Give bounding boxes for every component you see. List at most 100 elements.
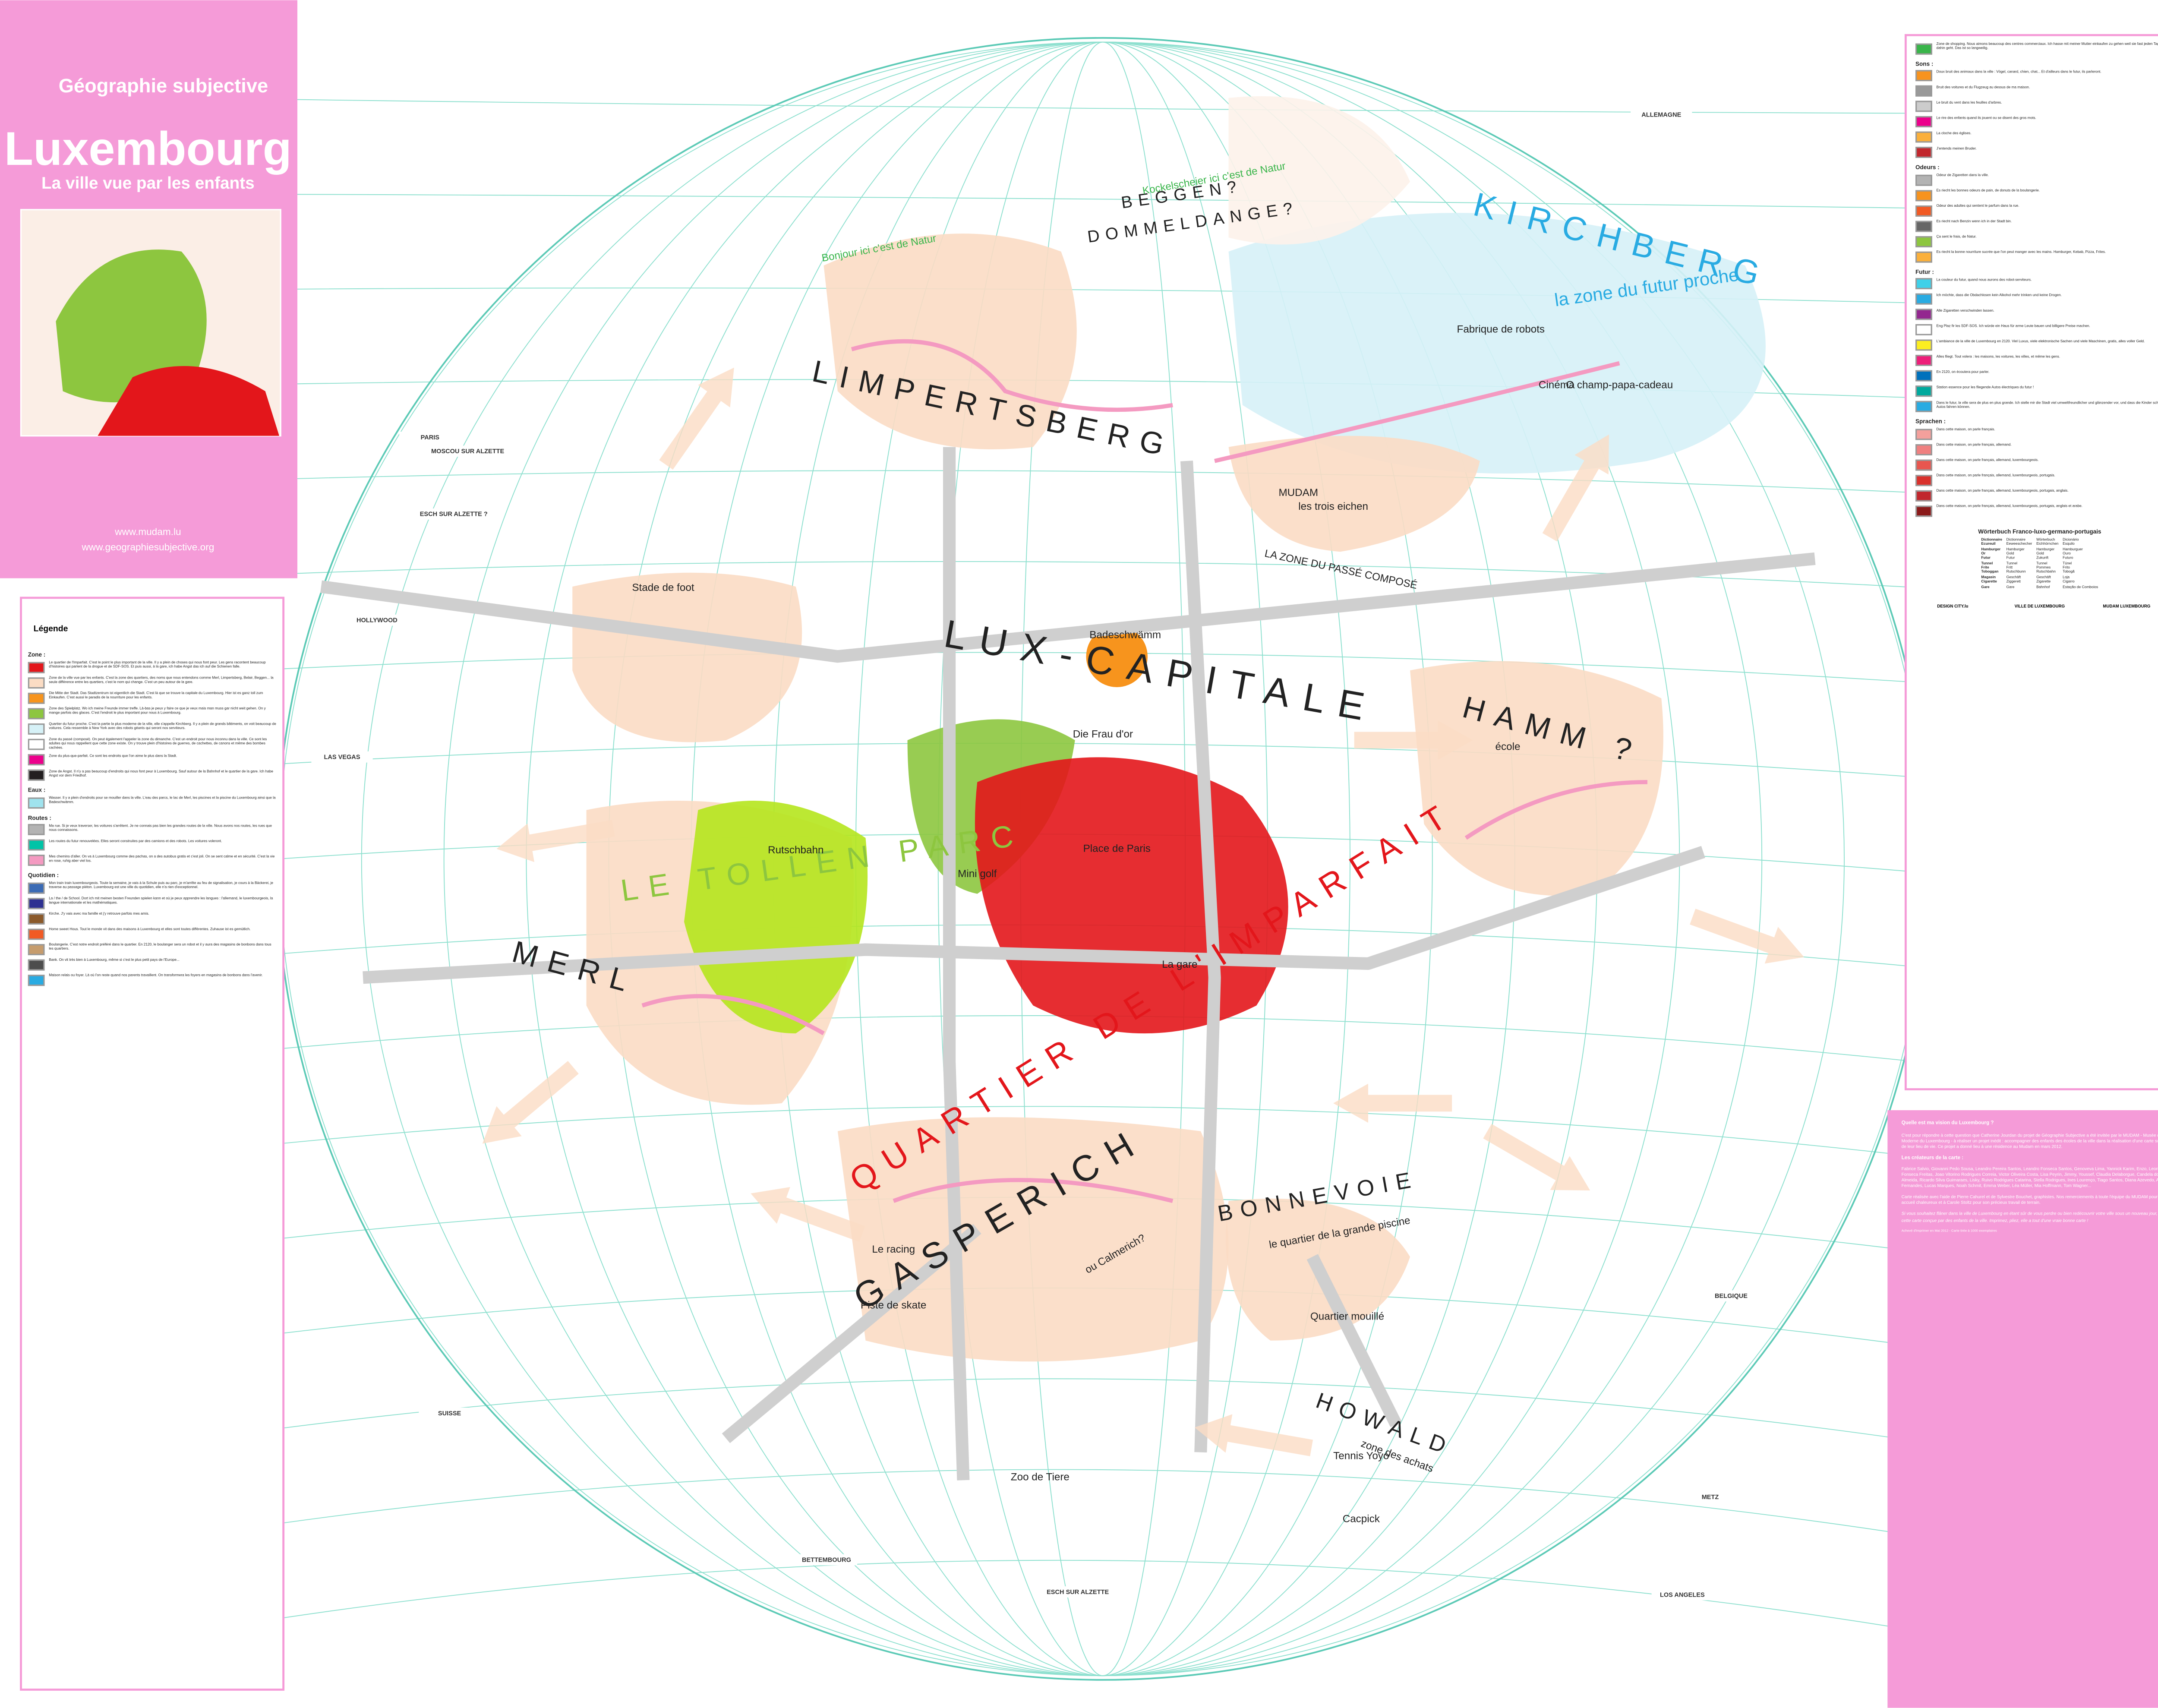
legend-text: En 2120, on écoutera pour parler. (1936, 369, 1990, 374)
flow-arrow (1690, 909, 1805, 964)
dictionary-cell: Estação de Comboios (2063, 584, 2098, 589)
edge-label: LOS ANGELES (1660, 1591, 1705, 1598)
dictionary-cell: Or (1981, 551, 1986, 556)
place-label: Mini golf (958, 868, 997, 880)
legend-swatch (28, 898, 45, 909)
edge-sign (423, 508, 485, 520)
dictionary-cell: Dicionário (2063, 537, 2079, 542)
dictionary-cell: Gare (2006, 584, 2015, 589)
legend-item: En 2120, on écoutera pour parler. (1915, 369, 2158, 382)
flow-arrow (1483, 1124, 1590, 1191)
zone-beggen (1228, 96, 1410, 245)
edge-sign (419, 1408, 480, 1419)
place-label: Place de Paris (1083, 843, 1151, 855)
legend-item: Le quartier de l'Imparfait. C'est le poi… (28, 660, 277, 673)
legend-item: La / the / de School. Dort ich mit meine… (28, 897, 277, 909)
dictionary-cell: Zukunft (2036, 556, 2049, 561)
legend-text: Alles fliegt. Tout volera : les maisons,… (1936, 354, 2060, 359)
edge-label: ESCH SUR ALZETTE ? (420, 511, 488, 518)
legend-content: Légende Zone : Le quartier de l'Imparfait.… (28, 615, 277, 1683)
legend-text: Mes chemins d'aller. On va à Luxembourg … (49, 854, 275, 863)
edge-label: ESCH SUR ALZETTE (1047, 1589, 1109, 1596)
legend-item: Quartier du futur proche. C'est la parti… (28, 722, 277, 734)
legend-item: La couleur du futur, quand nous aurons d… (1915, 278, 2158, 290)
place-label: Zoo de Tiere (1011, 1471, 1070, 1483)
dictionary-table: Dictionnaire Dictionnaire Wörterbuch Dicion… (1979, 537, 2101, 589)
edge-sign (1651, 1589, 1713, 1601)
edge-label: PARIS (421, 434, 440, 441)
favorite-path (1464, 780, 1647, 840)
edge-sign (311, 751, 373, 763)
legend-item: Doux bruit des animaux dans la ville : V… (1915, 69, 2158, 82)
favorite-path (893, 1178, 1174, 1203)
header-city: Luxembourg (4, 122, 292, 175)
info-content: Quelle est ma vision du Luxembourg ? C'e… (1902, 1120, 2158, 1704)
parallel (279, 194, 1927, 209)
key-content: Zone de shopping. Nous aimons beaucoup d… (1915, 42, 2158, 1083)
legend-item: Station essence pour les fliegende Autos… (1915, 385, 2158, 397)
flow-arrow (482, 1061, 579, 1144)
dictionary-cell: Hamburger (2036, 547, 2055, 551)
section-heading: Eaux : (28, 786, 46, 794)
dictionary-cell: Futur (1981, 556, 1991, 561)
legend-item: Es riecht les bonnes odeurs de pain, de … (1915, 189, 2158, 201)
logos: DESIGN CITY.lu VILLE DE LUXEMBOURG MUDAM L… (1915, 603, 2158, 609)
legend-swatch (28, 738, 45, 749)
legend-swatch (28, 944, 45, 955)
road (722, 1224, 981, 1443)
legend-text: Dans le futur, la ville sera de plus en … (1936, 400, 2158, 409)
dictionary-cell: Rutschbahn (2036, 570, 2056, 575)
dictionary-cell: Tobogã (2063, 570, 2075, 575)
dictionary-cell: Loja (2063, 575, 2070, 580)
legend-swatch (28, 840, 45, 851)
edge-sign (1700, 1290, 1762, 1302)
parallel (279, 470, 1927, 494)
legend-item: Mes chemins d'aller. On va à Luxembourg … (28, 854, 277, 867)
edge-label: METZ (1702, 1494, 1719, 1501)
legend-text: Zone des Spielplatz. Wo ich meine Freund… (49, 707, 266, 715)
flow-arrow (1354, 720, 1473, 760)
place-label: les trois eichen (1298, 501, 1368, 512)
legend-text: Dans cette maison, on parle français, al… (1936, 458, 2039, 463)
edge-sign (399, 432, 461, 443)
info-intro: C'est pour répondre à cette question que… (1901, 1132, 2158, 1149)
legend-title: Légende (33, 625, 68, 635)
place-label: Rutschbahn (768, 844, 823, 856)
legend-swatch (1915, 147, 1932, 158)
dictionary-cell: Futur (2006, 556, 2015, 561)
dictionary-cell: Ziggerett (2006, 580, 2021, 584)
legend-text: Zone du passé (composé). On peut égaleme… (49, 737, 267, 750)
legend-swatch (1915, 174, 1932, 186)
dictionary-row: Dictionnaire Dictionnaire Wörterbuch Dicion… (1979, 537, 2101, 542)
dictionary-cell: Futuro (2063, 556, 2073, 561)
dictionary-cell: Geschäft (2036, 575, 2051, 580)
legend-item: Odeur de Zigaretten dans la ville. (1915, 174, 2158, 186)
info-closing: Si vous souhaitez flâner dans la ville d… (1901, 1211, 2158, 1223)
legend-item: Eng Plaz fir les SDF-SOS. Ich würde ein … (1915, 324, 2158, 336)
legend-text: Le rire des enfants quand ils jouent ou … (1936, 115, 2036, 120)
legend-swatch (1915, 294, 1932, 305)
legend-swatch (28, 692, 45, 704)
flow-arrow (1194, 1414, 1313, 1456)
zone-belair (572, 572, 802, 742)
dictionary-cell: Fritt (2006, 565, 2013, 570)
logo: VILLE DE LUXEMBOURG (2014, 603, 2065, 609)
dictionary-cell: Hamburger (1981, 547, 2001, 551)
dictionary-cell: Cigarette (1981, 580, 1997, 584)
dictionary-cell: Hamburguer (2063, 547, 2083, 551)
legend-swatch (28, 855, 45, 867)
dictionary-cell: Magasin (1981, 575, 1996, 580)
dictionary-cell: Geschäft (2006, 575, 2021, 580)
legend-swatch (1915, 116, 1932, 128)
place-label: école (1495, 741, 1520, 753)
legend-item: Home sweet Hous. Tout le monde vit dans … (28, 928, 277, 940)
legend-text: Doux bruit des animaux dans la ville : V… (1936, 69, 2101, 74)
place-label: Fabrique de robots (1457, 323, 1545, 335)
flow-arrow (659, 367, 734, 470)
edge-label: LAS VEGAS (324, 754, 360, 761)
header-link: www.mudam.lu (114, 526, 181, 537)
place-label: La gare (1162, 959, 1197, 970)
legend-text: Le bruit du vent dans les feuilles d'arb… (1936, 100, 2002, 104)
parallel (279, 742, 1927, 779)
place-label: Le racing (872, 1244, 915, 1255)
